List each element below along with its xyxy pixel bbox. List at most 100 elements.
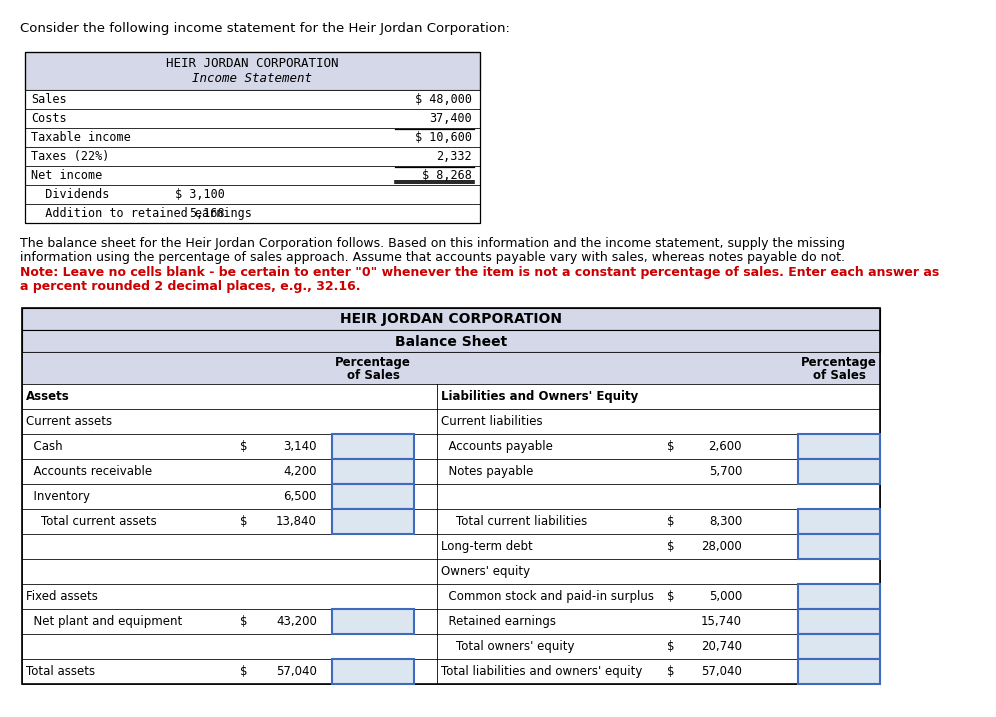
Bar [25,52,480,223]
Bar [22,634,880,659]
Text: $: $ [667,515,674,528]
Text: 5,700: 5,700 [708,465,742,478]
Bar [25,109,480,128]
Text: $: $ [667,665,674,678]
Bar [798,609,880,634]
Text: a percent rounded 2 decimal places, e.g., 32.16.: a percent rounded 2 decimal places, e.g.… [20,280,361,293]
Text: 3,140: 3,140 [284,440,317,453]
Bar [22,584,880,609]
Bar [22,308,880,684]
Text: $ 3,100: $ 3,100 [175,188,225,201]
Bar [22,659,880,684]
Text: $: $ [667,590,674,603]
Text: Note: Leave no cells blank - be certain to enter "0" whenever the item is not a : Note: Leave no cells blank - be certain … [20,266,939,279]
Text: Assets: Assets [26,390,70,403]
Text: 5,000: 5,000 [709,590,742,603]
Bar [25,204,480,223]
Text: Notes payable: Notes payable [441,465,534,478]
Text: $ 10,600: $ 10,600 [415,131,472,144]
Text: 20,740: 20,740 [701,640,742,653]
Text: 37,400: 37,400 [429,112,472,125]
Bar [22,559,880,584]
Text: 57,040: 57,040 [276,665,317,678]
Text: Total current liabilities: Total current liabilities [441,515,588,528]
Text: Fixed assets: Fixed assets [26,590,98,603]
Bar [332,459,414,484]
Text: Common stock and paid-in surplus: Common stock and paid-in surplus [441,590,654,603]
Text: Taxes (22%): Taxes (22%) [31,150,110,163]
Bar [22,609,880,634]
Text: Total current assets: Total current assets [26,515,156,528]
Bar [22,409,880,434]
Bar [22,509,880,534]
Text: $: $ [240,665,247,678]
Bar [25,166,480,185]
Bar [25,90,480,109]
Bar [25,52,480,90]
Text: 8,300: 8,300 [709,515,742,528]
Text: $: $ [240,615,247,628]
Bar [22,434,880,459]
Text: Total owners' equity: Total owners' equity [441,640,575,653]
Bar [22,534,880,559]
Text: $: $ [667,640,674,653]
Text: Accounts receivable: Accounts receivable [26,465,152,478]
Bar [22,459,880,484]
Text: 4,200: 4,200 [284,465,317,478]
Text: Percentage: Percentage [801,356,876,369]
Text: Accounts payable: Accounts payable [441,440,553,453]
Text: Owners' equity: Owners' equity [441,565,530,578]
Bar [798,584,880,609]
Bar [332,484,414,509]
Text: Percentage: Percentage [335,356,411,369]
Text: 15,740: 15,740 [701,615,742,628]
Text: Total liabilities and owners' equity: Total liabilities and owners' equity [441,665,642,678]
Bar [22,352,880,384]
Text: Taxable income: Taxable income [31,131,130,144]
Text: Retained earnings: Retained earnings [441,615,556,628]
Text: $: $ [667,540,674,553]
Bar [798,434,880,459]
Text: 43,200: 43,200 [276,615,317,628]
Text: Current assets: Current assets [26,415,113,428]
Text: $ 8,268: $ 8,268 [422,169,472,182]
Text: 57,040: 57,040 [701,665,742,678]
Text: 28,000: 28,000 [701,540,742,553]
Text: Inventory: Inventory [26,490,90,503]
Text: 2,332: 2,332 [436,150,472,163]
Text: 13,840: 13,840 [276,515,317,528]
Text: 5,168: 5,168 [189,207,225,220]
Bar [332,434,414,459]
Text: 2,600: 2,600 [708,440,742,453]
Text: Sales: Sales [31,93,67,106]
Bar [25,185,480,204]
Text: $: $ [240,440,247,453]
Bar [798,459,880,484]
Bar [798,534,880,559]
Bar [22,308,880,330]
Bar [798,659,880,684]
Bar [22,384,880,409]
Bar [25,147,480,166]
Bar [22,330,880,352]
Text: Net income: Net income [31,169,103,182]
Text: HEIR JORDAN CORPORATION: HEIR JORDAN CORPORATION [166,57,339,70]
Text: Income Statement: Income Statement [192,72,313,85]
Bar [332,659,414,684]
Bar [332,609,414,634]
Bar [22,484,880,509]
Text: Dividends: Dividends [31,188,110,201]
Bar [25,128,480,147]
Text: The balance sheet for the Heir Jordan Corporation follows. Based on this informa: The balance sheet for the Heir Jordan Co… [20,237,845,250]
Text: Addition to retained earnings: Addition to retained earnings [31,207,252,220]
Text: $ 48,000: $ 48,000 [415,93,472,106]
Text: $: $ [667,440,674,453]
Text: HEIR JORDAN CORPORATION: HEIR JORDAN CORPORATION [340,312,562,326]
Text: information using the percentage of sales approach. Assume that accounts payable: information using the percentage of sale… [20,251,845,264]
Text: 6,500: 6,500 [284,490,317,503]
Text: Long-term debt: Long-term debt [441,540,533,553]
Text: Costs: Costs [31,112,67,125]
Text: Current liabilities: Current liabilities [441,415,543,428]
Text: Net plant and equipment: Net plant and equipment [26,615,182,628]
Text: of Sales: of Sales [813,369,866,382]
